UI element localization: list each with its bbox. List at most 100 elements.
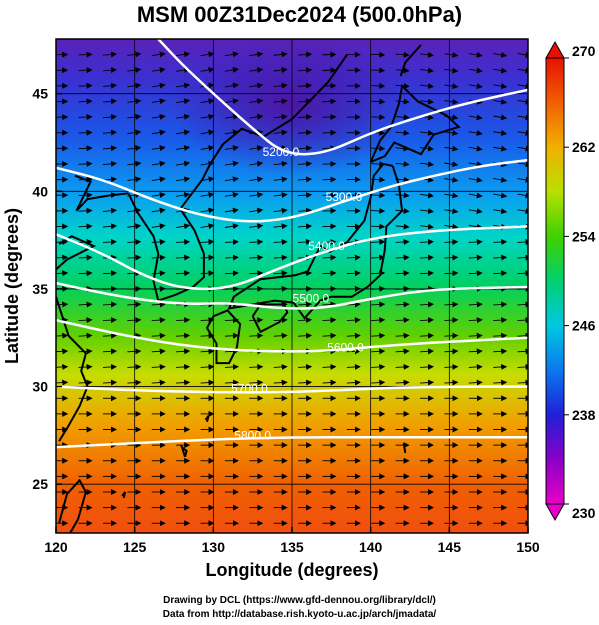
wind-arrow [493,192,508,199]
wind-arrow [371,363,386,370]
wind-arrow [444,208,459,215]
wind-arrow [468,317,483,324]
wind-arrow [249,270,264,277]
coastline [58,478,87,533]
wind-arrow [249,332,264,339]
wind-arrow [371,348,386,355]
wind-arrow [224,223,239,230]
wind-arrow [322,176,337,183]
wind-arrow [102,129,117,136]
y-axis-label: Latitude (degrees) [2,208,22,364]
coastline [399,44,422,77]
wind-arrow [249,223,264,230]
wind-arrow [102,317,117,324]
wind-arrow [371,67,386,74]
wind-arrow [395,192,410,199]
wind-arrow [224,129,239,136]
wind-arrow [127,160,142,167]
x-tick-label: 135 [280,539,304,555]
wind-arrow [493,98,508,105]
wind-arrow [419,363,435,370]
wind-arrow [322,98,337,105]
wind-arrow [468,83,483,90]
colorbar-ticks: 230 238 246 254 262 270 [564,43,596,521]
wind-arrow [444,192,459,199]
contour-label: 5300.0 [326,190,363,204]
wind-arrow [298,238,313,245]
wind-arrow [176,379,191,386]
wind-arrow [371,301,386,308]
wind-arrow [224,191,239,198]
coastline [402,443,407,454]
wind-arrow [493,51,508,58]
colorbar-tick-label: 254 [572,228,596,244]
wind-arrow [395,223,410,230]
wind-arrow [419,83,435,90]
x-tick-label: 150 [516,539,540,555]
wind-arrow [444,379,459,386]
wind-arrow [419,301,435,308]
wind-arrow [273,113,288,120]
wind-arrow [200,270,215,277]
wind-arrow [249,363,264,370]
wind-arrow [102,348,117,355]
height-contours [56,39,528,449]
wind-arrow [249,317,264,324]
wind-arrow [176,223,191,230]
wind-arrow [444,332,459,339]
wind-arrow [102,238,117,245]
wind-arrow [273,98,288,105]
colorbar-min-triangle [545,503,565,522]
colorbar-scale [545,57,565,505]
wind-arrow [151,82,166,89]
wind-arrow [127,51,142,58]
wind-arrow [249,254,264,261]
wind-arrow [419,145,435,152]
wind-arrow [224,82,239,89]
wind-arrow [176,129,191,136]
wind-arrow [102,82,117,89]
wind-arrow [298,113,313,120]
wind-arrow [224,145,239,152]
wind-arrow [419,348,435,355]
wind-arrow [322,67,337,74]
wind-arrow [151,363,166,370]
wind-arrow [322,160,337,167]
wind-arrow [102,223,117,230]
wind-arrow [322,238,337,245]
height-contour [56,318,528,353]
x-tick-label: 130 [202,539,226,555]
wind-arrow [102,113,117,120]
wind-arrow [395,161,410,168]
wind-arrow [493,363,508,370]
wind-arrow [493,114,508,121]
height-contour [56,436,528,449]
contour-label: 5500.0 [293,292,330,306]
wind-arrow [151,379,166,386]
wind-arrow [298,207,313,214]
wind-arrow [273,82,288,89]
wind-arrow [78,270,93,277]
wind-arrow [468,223,483,230]
wind-arrow [224,160,239,167]
colorbar-tick-label: 262 [572,139,596,155]
wind-arrow [298,301,313,308]
wind-arrow [151,145,166,152]
wind-arrow [419,238,435,245]
wind-arrow [273,51,288,58]
wind-arrow [176,160,191,167]
wind-arrow [200,254,215,261]
wind-arrow [346,317,361,324]
wind-arrow [395,332,410,339]
wind-arrow [102,160,117,167]
wind-arrow [444,223,459,230]
wind-arrow [151,223,166,230]
wind-arrow [273,207,288,214]
wind-arrow [444,161,459,168]
wind-arrow [346,363,361,370]
wind-arrow [102,145,117,152]
wind-arrow [468,379,483,386]
wind-arrow [200,379,215,386]
wind-arrow [127,223,142,230]
y-tick-label: 40 [32,183,48,199]
